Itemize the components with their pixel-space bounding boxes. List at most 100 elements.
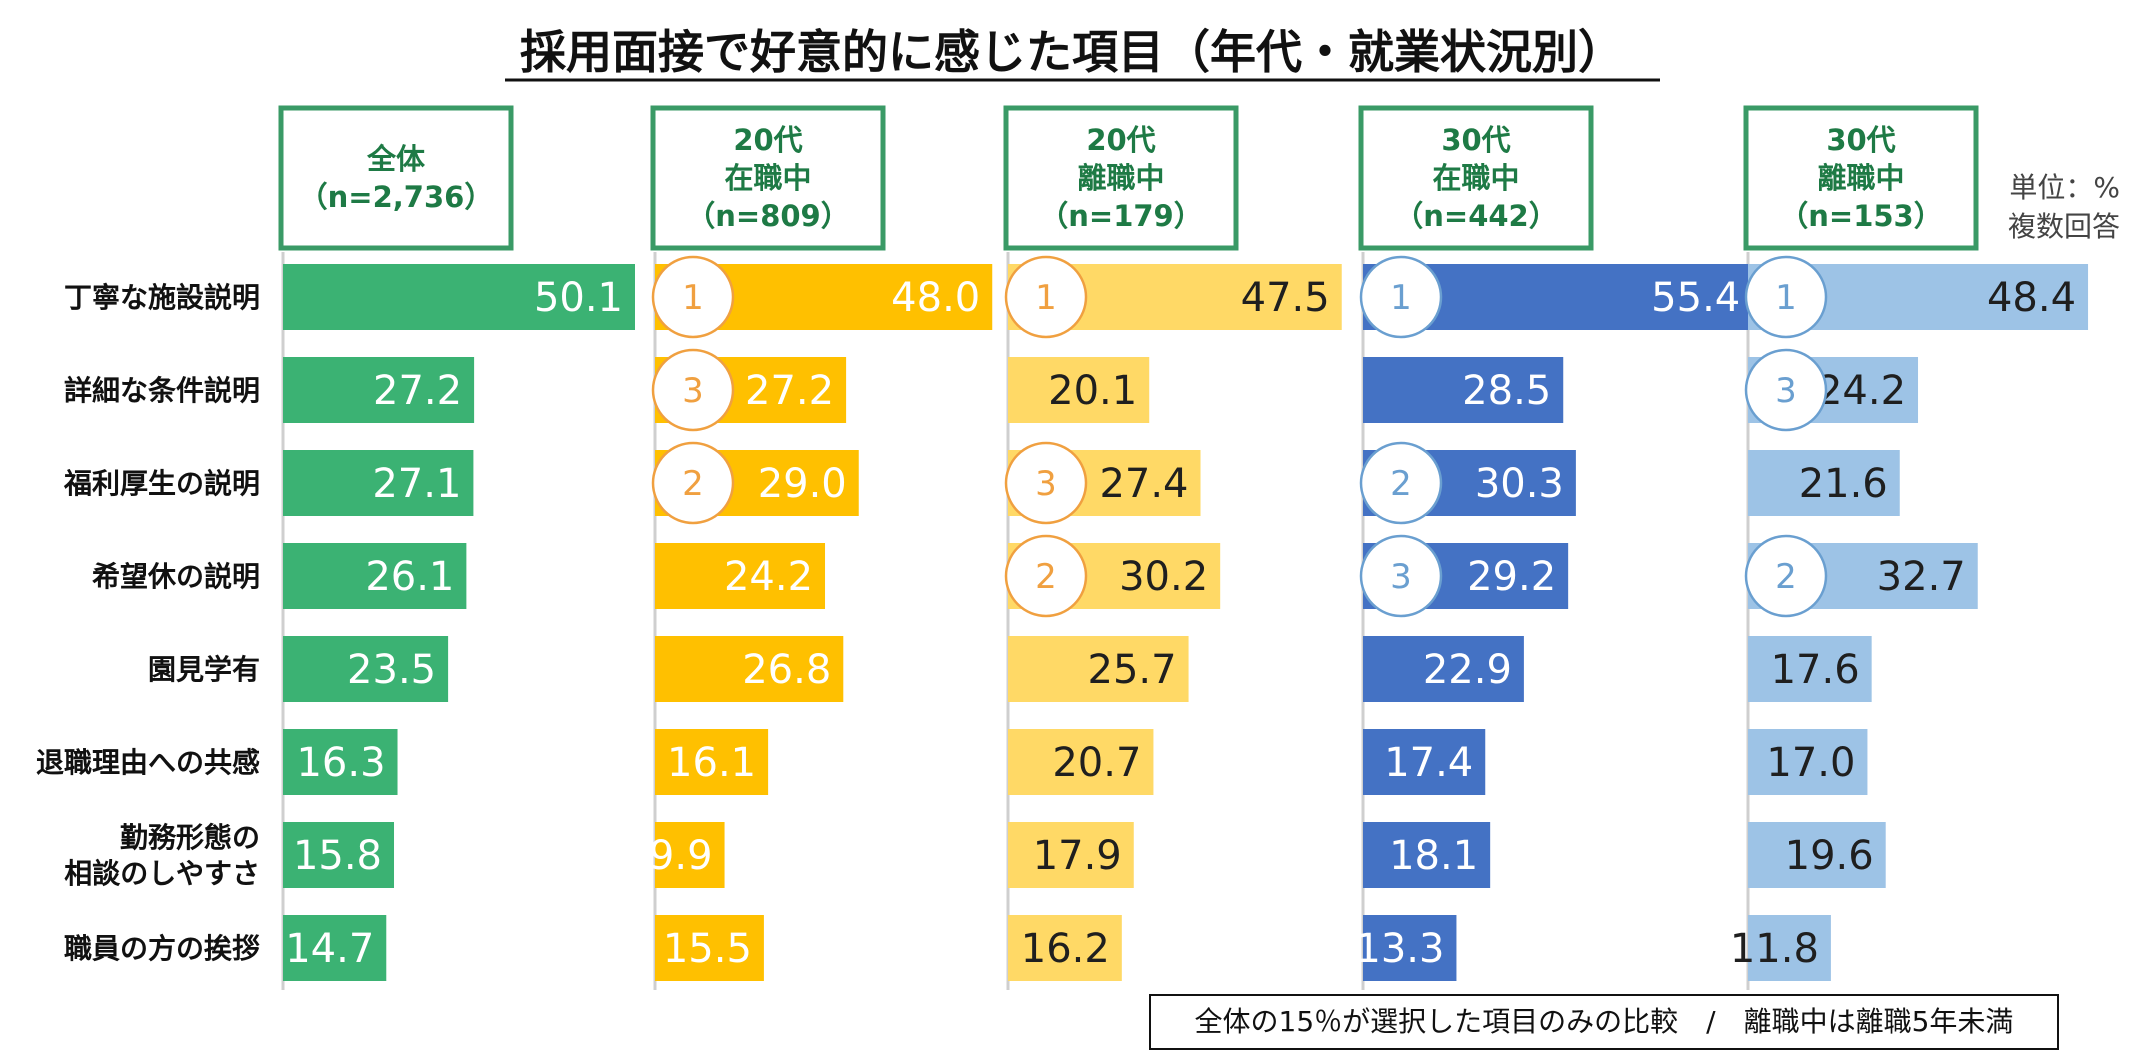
category-label: 相談のしやすさ (64, 857, 260, 890)
data-label: 16.1 (667, 740, 756, 786)
series-header-label: （n=809） (686, 199, 849, 233)
rank-label: 3 (1390, 557, 1412, 597)
footnote: 全体の15％が選択した項目のみの比較 / 離職中は離職5年未満 (1195, 1005, 2014, 1038)
data-label: 29.0 (758, 461, 847, 507)
bar (1363, 915, 1457, 981)
bar (283, 264, 635, 330)
data-label: 23.5 (347, 647, 436, 693)
series-header-label: 離職中 (1817, 161, 1904, 195)
bar (283, 357, 475, 423)
series-header-box (278, 105, 514, 251)
data-label: 16.2 (1021, 926, 1110, 972)
data-label: 27.2 (373, 368, 462, 414)
data-label: 28.5 (1462, 368, 1551, 414)
data-label: 48.0 (891, 275, 980, 321)
data-label: 26.8 (742, 647, 831, 693)
bar (283, 729, 398, 795)
bar (283, 636, 449, 702)
data-label: 22.9 (1423, 647, 1512, 693)
rank-badge (1359, 441, 1443, 525)
data-label: 15.8 (293, 833, 382, 879)
bar (1748, 636, 1872, 702)
data-label: 27.1 (372, 461, 461, 507)
series-header-label: 全体 (366, 142, 426, 176)
data-label: 14.7 (285, 926, 374, 972)
rank-label: 3 (682, 371, 704, 411)
data-label: 11.8 (1730, 926, 1819, 972)
bar (283, 915, 387, 981)
unit-note-line1: 単位：% (2009, 171, 2120, 204)
rank-badge (1004, 441, 1088, 525)
data-label: 17.6 (1771, 647, 1860, 693)
category-label: 福利厚生の説明 (63, 467, 260, 500)
bar (655, 636, 844, 702)
data-label: 30.2 (1119, 554, 1208, 600)
series-header-label: （n=2,736） (299, 180, 494, 214)
series-header-label: （n=442） (1394, 199, 1557, 233)
data-label: 18.1 (1389, 833, 1478, 879)
category-label: 職員の方の挨拶 (64, 932, 260, 965)
data-label: 47.5 (1241, 275, 1330, 321)
bar (1008, 822, 1134, 888)
data-label: 20.1 (1048, 368, 1137, 414)
data-label: 13.3 (1355, 926, 1444, 972)
bar (1363, 357, 1564, 423)
rank-badge (651, 441, 735, 525)
bar (1363, 636, 1524, 702)
rank-badge (1004, 534, 1088, 618)
data-label: 17.9 (1033, 833, 1122, 879)
data-label: 50.1 (534, 275, 623, 321)
bar (283, 822, 395, 888)
rank-label: 2 (1035, 557, 1057, 597)
bar (283, 543, 467, 609)
series-header-box (1003, 105, 1239, 251)
data-label: 29.2 (1467, 554, 1556, 600)
data-label: 17.4 (1384, 740, 1473, 786)
rank-label: 2 (682, 464, 704, 504)
rank-badge (1744, 348, 1828, 432)
rank-badge (1359, 534, 1443, 618)
category-labels: 丁寧な施設説明詳細な条件説明福利厚生の説明希望休の説明園見学有退職理由への共感勤… (36, 281, 260, 965)
rank-label: 3 (1775, 371, 1797, 411)
data-label: 27.4 (1099, 461, 1188, 507)
bar (1748, 915, 1831, 981)
category-label: 希望休の説明 (92, 560, 260, 593)
rank-badge (1004, 255, 1088, 339)
data-label: 15.5 (663, 926, 752, 972)
data-label: 19.6 (1785, 833, 1874, 879)
data-label: 26.1 (365, 554, 454, 600)
rank-label: 1 (1775, 278, 1797, 318)
data-label: 55.4 (1651, 275, 1740, 321)
category-label: 勤務形態の (120, 821, 260, 854)
bar (283, 450, 474, 516)
bar (1363, 822, 1491, 888)
rank-badge (1744, 255, 1828, 339)
rank-badge (1359, 255, 1443, 339)
series-header-label: 在職中 (724, 161, 811, 195)
data-label: 48.4 (1987, 275, 2076, 321)
rank-label: 3 (1035, 464, 1057, 504)
bar (1008, 636, 1189, 702)
bar (655, 915, 764, 981)
data-label: 9.9 (649, 833, 713, 879)
category-label: 退職理由への共感 (36, 746, 260, 779)
rank-badge (651, 348, 735, 432)
rank-label: 2 (1775, 557, 1797, 597)
bar (1008, 729, 1154, 795)
series-header-label: 在職中 (1432, 161, 1519, 195)
data-label: 25.7 (1088, 647, 1177, 693)
series-header-label: 20代 (1086, 123, 1155, 157)
data-label: 16.3 (296, 740, 385, 786)
category-label: 丁寧な施設説明 (64, 281, 260, 314)
rank-label: 2 (1390, 464, 1412, 504)
series-header-label: （n=153） (1779, 199, 1942, 233)
bar (1748, 822, 1886, 888)
rank-badge (651, 255, 735, 339)
bar (1008, 915, 1122, 981)
footnote-box (1149, 994, 2059, 1050)
series-header-box (650, 105, 886, 251)
series-header-box (1358, 105, 1594, 251)
data-label: 27.2 (745, 368, 834, 414)
